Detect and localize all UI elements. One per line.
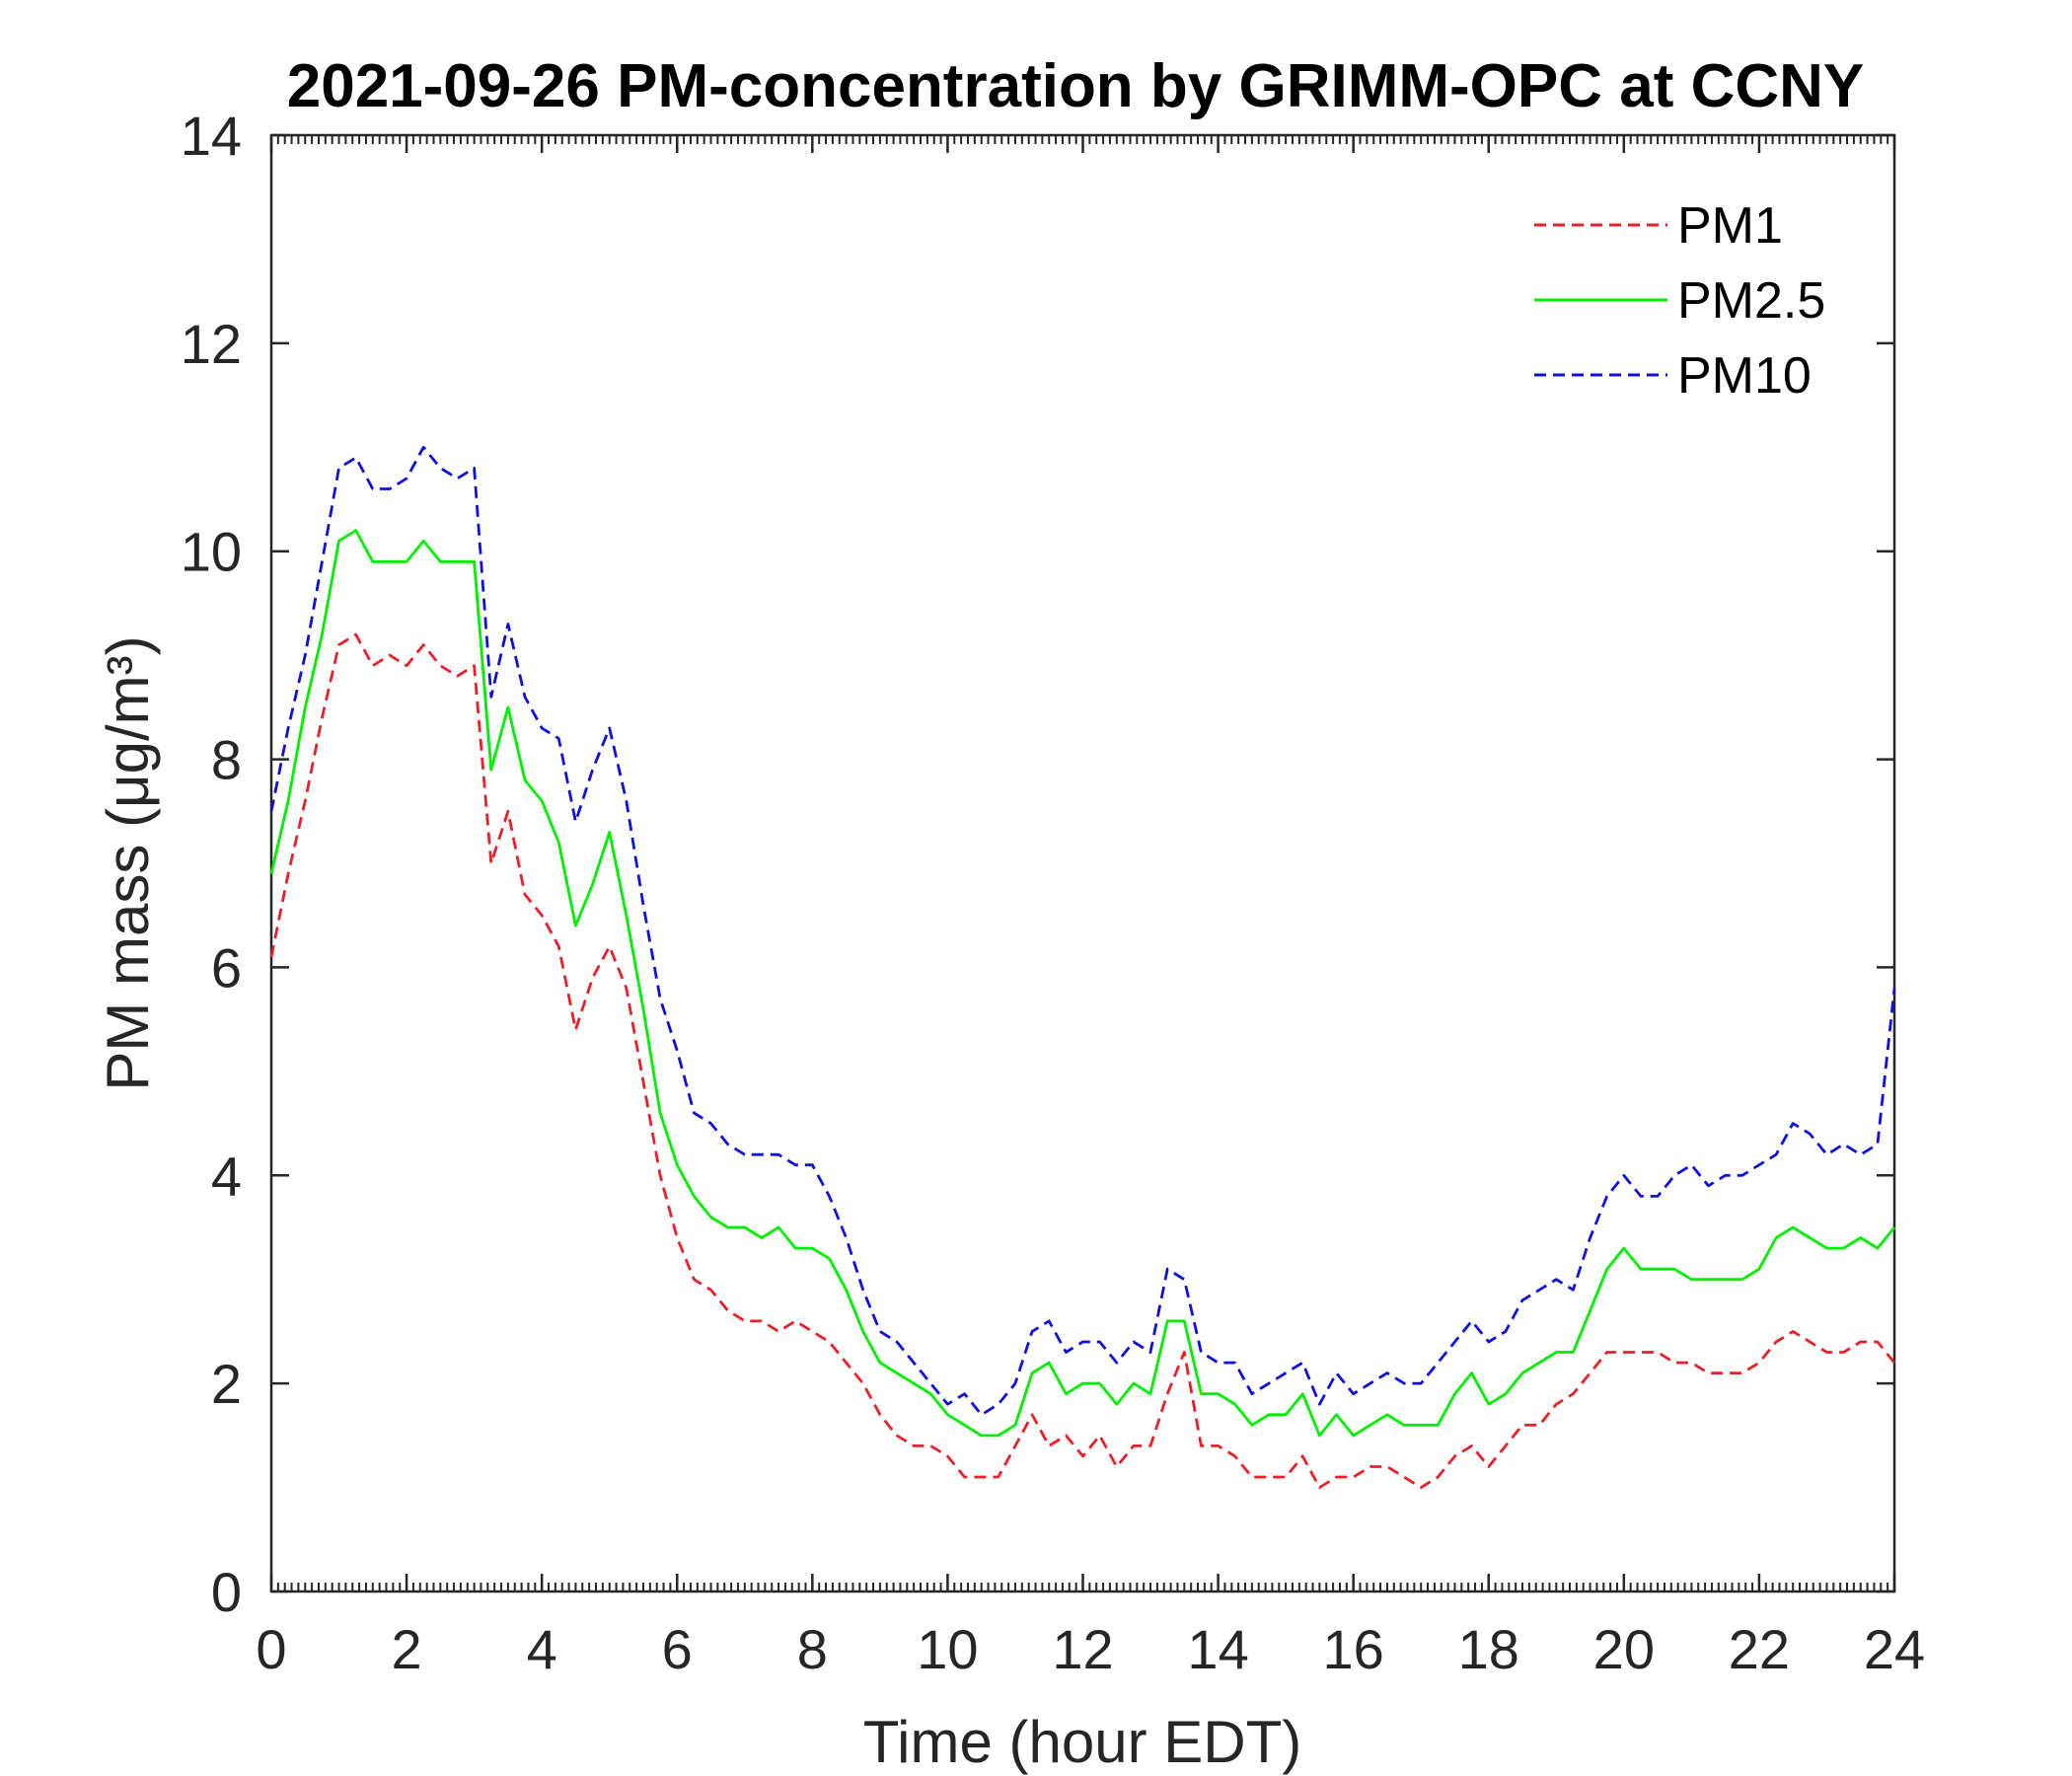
- x-tick-label: 10: [917, 1618, 978, 1680]
- minor-ticks: [276, 135, 1889, 1591]
- legend-label-pm1: PM1: [1677, 197, 1783, 255]
- x-tick-label: 14: [1187, 1618, 1248, 1680]
- x-tick-label: 24: [1864, 1618, 1925, 1680]
- major-ticks: [269, 133, 1896, 1593]
- x-tick-label: 0: [256, 1618, 286, 1680]
- x-tick-label: 18: [1458, 1618, 1519, 1680]
- x-tick-label: 20: [1593, 1618, 1655, 1680]
- x-axis-label: Time (hour EDT): [863, 1709, 1302, 1775]
- y-axis-label: PM mass (μg/m³): [95, 635, 161, 1090]
- x-tick-label: 16: [1323, 1618, 1384, 1680]
- x-tick-label: 12: [1052, 1618, 1113, 1680]
- series-lines: [269, 445, 1896, 1489]
- y-tick-labels: 0 2 4 6 8 10 12 14: [181, 105, 242, 1623]
- y-tick-label: 10: [181, 521, 242, 583]
- legend-label-pm10: PM10: [1677, 347, 1812, 405]
- x-tick-label: 22: [1729, 1618, 1790, 1680]
- y-tick-label: 14: [181, 105, 242, 167]
- x-tick-labels: 0 2 4 6 8 10 12 14 16 18 20 22 24: [256, 1618, 1925, 1680]
- series-line-pm1: [269, 632, 1896, 1489]
- y-tick-label: 6: [211, 936, 242, 999]
- legend-label-pm25: PM2.5: [1677, 272, 1825, 330]
- x-tick-label: 2: [392, 1618, 422, 1680]
- x-tick-label: 4: [527, 1618, 557, 1680]
- series-line-pm10: [269, 445, 1896, 1417]
- series-line-pm25: [269, 529, 1896, 1438]
- x-tick-label: 6: [662, 1618, 693, 1680]
- y-tick-label: 4: [211, 1145, 242, 1207]
- y-tick-label: 8: [211, 729, 242, 791]
- y-tick-label: 12: [181, 313, 242, 375]
- y-tick-label: 0: [211, 1561, 242, 1623]
- y-tick-label: 2: [211, 1353, 242, 1415]
- x-tick-label: 8: [797, 1618, 828, 1680]
- chart-title: 2021-09-26 PM-concentration by GRIMM-OPC…: [287, 52, 1865, 120]
- legend: PM1 PM2.5 PM10: [1534, 197, 1825, 405]
